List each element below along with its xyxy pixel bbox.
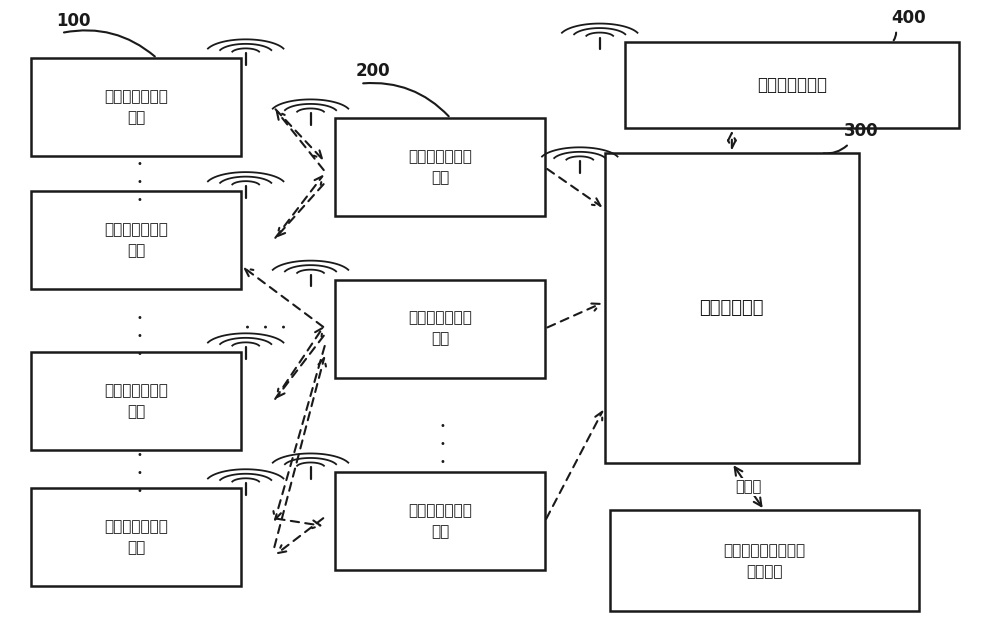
Text: •
•
•: • • • (439, 421, 445, 467)
Bar (31, 58, 241, 156)
Bar (605, 153, 859, 463)
Bar (335, 472, 545, 570)
Text: 电站能量管理系统的
集控终端: 电站能量管理系统的 集控终端 (723, 543, 805, 579)
Text: •
•
•: • • • (136, 450, 142, 496)
Text: 电池组无线控制
单元: 电池组无线控制 单元 (104, 384, 168, 419)
Text: •
•
•: • • • (136, 314, 142, 359)
Text: 电池簇无线控制
单元: 电池簇无线控制 单元 (408, 311, 472, 347)
Text: 电池组无线控制
单元: 电池组无线控制 单元 (104, 222, 168, 258)
Bar (610, 511, 919, 612)
Bar (31, 191, 241, 289)
Bar (335, 118, 545, 217)
Text: 400: 400 (891, 9, 926, 27)
Bar (625, 43, 959, 128)
Text: 电池组无线控制
单元: 电池组无线控制 单元 (104, 90, 168, 125)
Text: 300: 300 (844, 123, 879, 140)
Bar (335, 279, 545, 378)
Bar (31, 488, 241, 586)
Text: 电池管理系统: 电池管理系统 (700, 299, 764, 317)
Text: 电池簇无线控制
单元: 电池簇无线控制 单元 (408, 504, 472, 539)
Text: 电池簇无线控制
单元: 电池簇无线控制 单元 (408, 149, 472, 185)
Text: 变流器控制单元: 变流器控制单元 (757, 76, 827, 94)
Text: •
•
•: • • • (243, 322, 289, 328)
Text: 电池组无线控制
单元: 电池组无线控制 单元 (104, 519, 168, 555)
Text: 200: 200 (355, 62, 390, 81)
Bar (31, 352, 241, 450)
Text: 100: 100 (56, 12, 91, 30)
Text: •
•
•: • • • (136, 159, 142, 204)
Text: 以太网: 以太网 (735, 479, 761, 494)
